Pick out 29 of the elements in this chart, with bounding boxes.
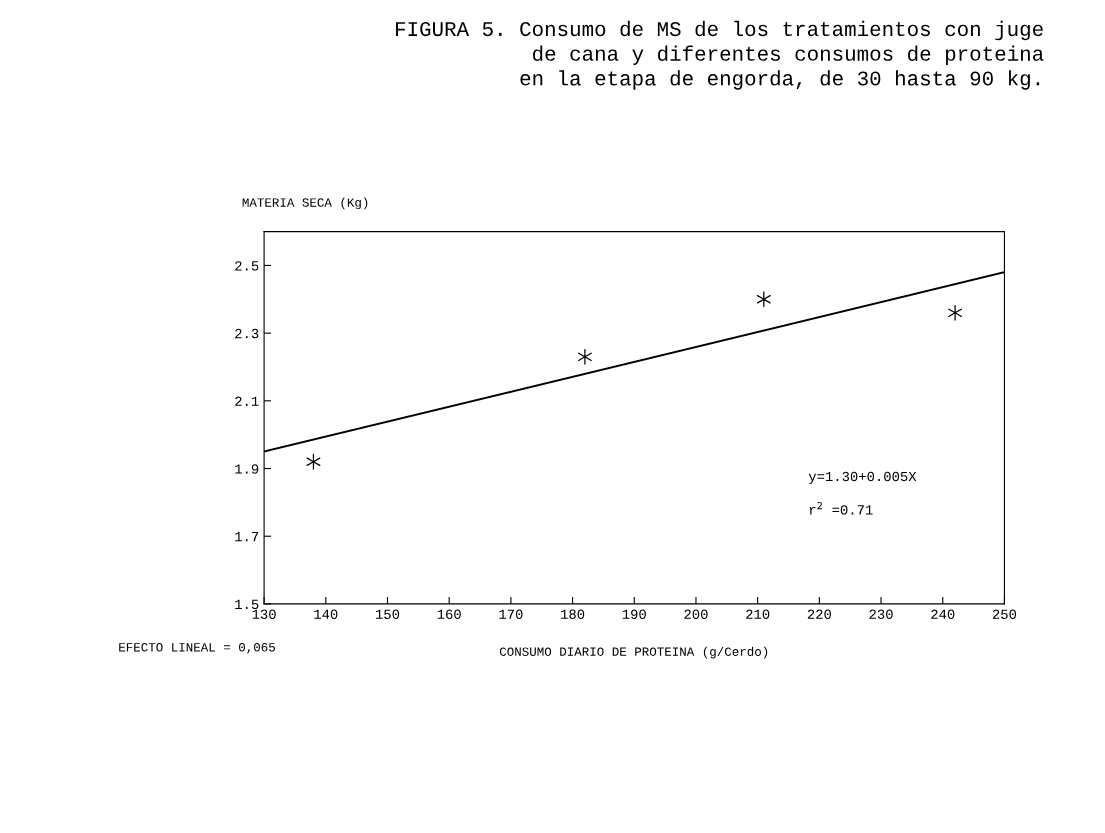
x-tick-label: 190 [622, 609, 646, 619]
text: EFECTO LINEAL = 0,065 [119, 643, 275, 654]
y-axis-title: MATERIA SECA (Kg) [242, 197, 368, 210]
annotation: y=1.30+0.005X [808, 471, 917, 484]
x-axis-title: CONSUMO DIARIO DE PROTEINA (g/Cerdo) [499, 646, 768, 659]
point [756, 291, 771, 308]
y-tick-label: 1.9 [235, 464, 259, 474]
x-tick-label: 240 [931, 609, 955, 619]
y-tick-label: 2.5 [235, 261, 259, 271]
x-tick-label: 250 [992, 609, 1017, 619]
x-tick-label: 150 [375, 609, 400, 619]
x-tick-label: 210 [746, 609, 770, 619]
y-tick-label: 2.1 [235, 396, 259, 406]
x-tick-label: 230 [869, 609, 893, 619]
x-tick-label: 220 [807, 609, 831, 619]
point [577, 348, 592, 365]
point [306, 453, 321, 470]
x-tick-label: 140 [314, 609, 338, 619]
x-tick-label: 160 [437, 609, 461, 619]
point [948, 304, 963, 321]
x-tick-label: 130 [252, 609, 276, 619]
chart-title: FIGURA 5. Consumo de MS de los tratamientos con juge de cana y diferentes consumos de proteina en la etapa de engorda, de 30 hasta 90 kg. [396, 20, 1044, 90]
y-tick-label: 2.3 [235, 328, 259, 339]
x-tick-label: 200 [684, 609, 708, 619]
annotation: r$^{2}$ =0.71 [809, 501, 873, 515]
y-tick-label: 1.5 [235, 599, 259, 610]
x-tick-label: 180 [561, 609, 585, 619]
x-tick-label: 170 [499, 609, 523, 619]
y-tick-label: 1.7 [235, 532, 259, 542]
